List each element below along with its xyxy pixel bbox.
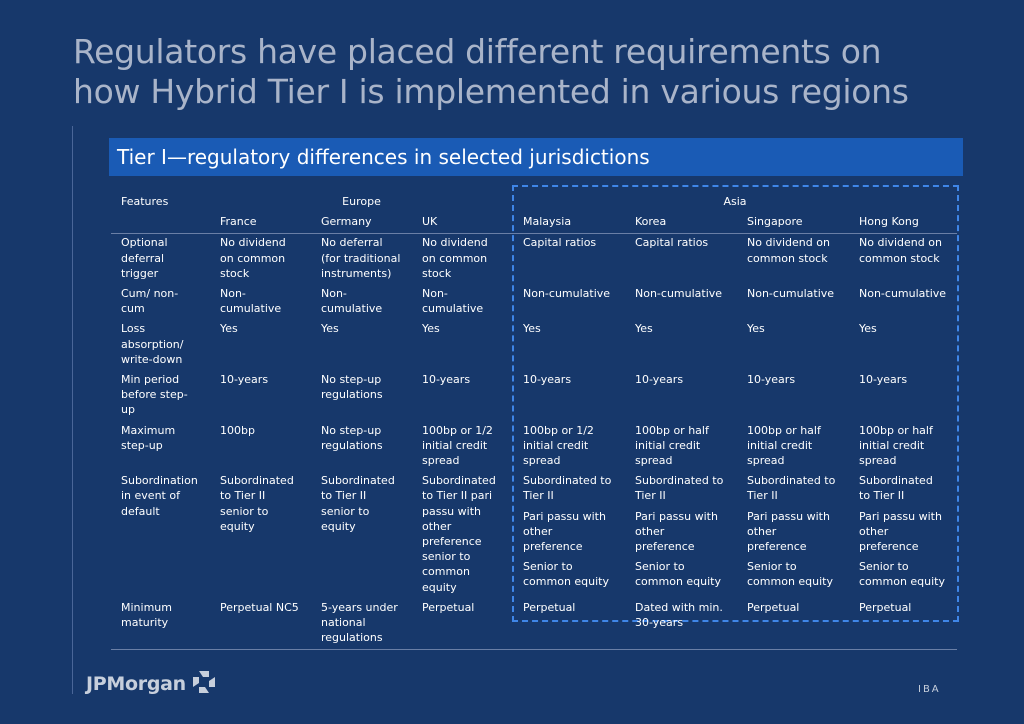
table-row: Minimum maturity Perpetual NC5 5-years u… xyxy=(111,598,957,651)
subordination-line: Pari passu with other preference xyxy=(523,509,606,554)
feature-label: Min period before step-up xyxy=(121,373,188,417)
table-cell: Capital ratios xyxy=(513,233,625,286)
subordination-line: Senior to common equity xyxy=(747,560,834,589)
table-cell: Perpetual xyxy=(737,598,849,651)
country-header-singapore: Singapore xyxy=(747,215,803,229)
table-cell: Non-cumulative xyxy=(635,287,723,301)
subordination-line: Pari passu with other preference xyxy=(747,509,830,554)
jpmorgan-octagon-icon xyxy=(192,670,216,699)
page-title-line-2: how Hybrid Tier I is implemented in vari… xyxy=(73,72,909,111)
table-cell: 5-years under national regulations xyxy=(311,598,412,651)
table-cell: 10-years xyxy=(635,373,684,387)
regulatory-table: Features Europe Asia France Germany UK M… xyxy=(111,193,957,651)
group-header-row: Features Europe Asia xyxy=(111,193,957,213)
table-cell: No dividend on common stock xyxy=(210,233,311,286)
subordination-line: Subordinated to Tier II xyxy=(859,474,933,503)
country-header-uk: UK xyxy=(422,215,438,229)
table-cell: Subordinated to Tier II pari passu with … xyxy=(422,474,496,594)
table-cell: Subordinated to Tier II senior to equity xyxy=(220,474,294,533)
table-cell: Perpetual xyxy=(412,598,513,651)
page-title-line-1: Regulators have placed different require… xyxy=(73,32,882,71)
table-cell: Capital ratios xyxy=(625,233,737,286)
subordination-line: Subordinated to Tier II xyxy=(635,474,724,503)
table-cell: 10-years xyxy=(422,373,471,387)
table-cell-korea: Subordinated to Tier II Pari passu with … xyxy=(625,472,737,599)
table-cell: Yes xyxy=(747,322,765,336)
country-header-france: France xyxy=(220,215,257,229)
feature-label: Loss absorption/ write-down xyxy=(121,322,184,366)
page-title: Regulators have placed different require… xyxy=(73,32,973,112)
table-cell: 10-years xyxy=(859,373,908,387)
table-cell: No deferral (for traditional instruments… xyxy=(311,233,412,286)
table-row: Subordination in event of default Subord… xyxy=(111,472,957,599)
left-divider xyxy=(72,126,73,694)
country-header-row: France Germany UK Malaysia Korea Singapo… xyxy=(111,213,957,234)
asia-header: Asia xyxy=(723,195,747,208)
subordination-line: Subordinated to Tier II xyxy=(523,474,612,503)
table-cell: Non-cumulative xyxy=(747,287,835,301)
table-cell: Perpetual NC5 xyxy=(210,598,311,651)
table-row: Optional deferral trigger No dividend on… xyxy=(111,233,957,286)
table-cell: 100bp or 1/2 initial credit spread xyxy=(523,423,594,468)
country-header-hong-kong: Hong Kong xyxy=(859,215,919,229)
table-cell: 10-years xyxy=(747,373,796,387)
table-cell: Perpetual xyxy=(513,598,625,651)
table-cell: 10-years xyxy=(523,373,572,387)
table-cell: Non-cumulative xyxy=(422,287,484,316)
table-cell: Yes xyxy=(523,322,541,336)
table-cell: 100bp or half initial credit spread xyxy=(747,423,821,468)
table-cell: Yes xyxy=(635,322,653,336)
footer-code: IBA xyxy=(918,684,941,695)
table-cell-hong-kong: Subordinated to Tier II Pari passu with … xyxy=(849,472,957,599)
table-cell: 100bp or 1/2 initial credit spread xyxy=(422,423,493,468)
table-cell: Non-cumulative xyxy=(523,287,611,301)
table-cell: Non-cumulative xyxy=(859,287,947,301)
table-cell: Yes xyxy=(220,322,238,336)
table-cell: Dated with min. 30-years xyxy=(625,598,737,651)
feature-label: Maximum step-up xyxy=(121,423,176,452)
table-cell: 100bp or half initial credit spread xyxy=(635,423,709,468)
feature-label: Subordination in event of default xyxy=(121,474,198,518)
table-row: Min period before step-up 10-years No st… xyxy=(111,371,957,422)
country-header-malaysia: Malaysia xyxy=(523,215,572,229)
table-cell: No step-up regulations xyxy=(321,373,383,402)
table-cell: Non-cumulative xyxy=(220,287,282,316)
table-row: Loss absorption/ write-down Yes Yes Yes … xyxy=(111,320,957,371)
table-cell: 100bp xyxy=(220,423,255,437)
subordination-line: Pari passu with other preference xyxy=(859,509,942,554)
feature-label: Cum/ non-cum xyxy=(121,287,179,316)
table-cell: 10-years xyxy=(220,373,269,387)
table-cell: Yes xyxy=(321,322,339,336)
table-cell-singapore: Subordinated to Tier II Pari passu with … xyxy=(737,472,849,599)
subordination-line: Senior to common equity xyxy=(635,560,722,589)
features-header: Features xyxy=(121,195,169,208)
table-cell: No step-up regulations xyxy=(321,423,383,452)
table-row: Cum/ non-cum Non-cumulative Non-cumulati… xyxy=(111,285,957,320)
subordination-line: Senior to common equity xyxy=(859,560,946,589)
logo-text: JPMorgan xyxy=(86,673,186,695)
table-row: Maximum step-up 100bp No step-up regulat… xyxy=(111,422,957,473)
country-header-korea: Korea xyxy=(635,215,667,229)
subordination-line: Subordinated to Tier II xyxy=(747,474,836,503)
europe-header: Europe xyxy=(342,195,381,208)
table-cell: No dividend on common stock xyxy=(737,233,849,286)
table-cell: Non-cumulative xyxy=(321,287,383,316)
feature-label: Minimum maturity xyxy=(111,598,210,651)
subordination-line: Pari passu with other preference xyxy=(635,509,718,554)
table-banner: Tier I—regulatory differences in selecte… xyxy=(109,138,963,176)
table-cell: Subordinated to Tier II senior to equity xyxy=(321,474,395,533)
empty-header-cell xyxy=(111,213,210,234)
subordination-line: Senior to common equity xyxy=(523,560,610,589)
table-cell: No dividend on common stock xyxy=(849,233,957,286)
table-cell: 100bp or half initial credit spread xyxy=(859,423,933,468)
table-cell: Perpetual xyxy=(849,598,957,651)
jpmorgan-logo: JPMorgan xyxy=(86,670,216,698)
table-cell-malaysia: Subordinated to Tier II Pari passu with … xyxy=(513,472,625,599)
table-cell: Yes xyxy=(859,322,877,336)
feature-label: Optional deferral trigger xyxy=(111,233,210,286)
country-header-germany: Germany xyxy=(321,215,372,229)
table-cell: Yes xyxy=(422,322,440,336)
table-cell: No dividend on common stock xyxy=(412,233,513,286)
